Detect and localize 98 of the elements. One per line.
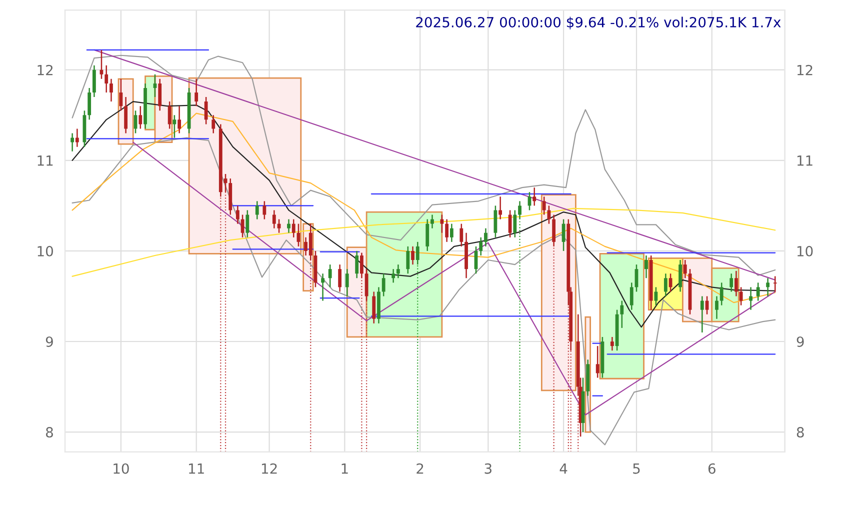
candlestick [508, 210, 512, 238]
candlestick [749, 286, 752, 310]
candlestick [426, 218, 430, 252]
candlestick [734, 270, 738, 297]
candlestick [364, 268, 368, 302]
candlestick [406, 246, 410, 274]
y-tick-label: 8 [46, 427, 53, 438]
candlestick [204, 96, 208, 125]
candlestick [392, 268, 396, 284]
y-tick-label: 10 [38, 246, 53, 256]
candlestick [104, 64, 108, 94]
candlestick [773, 276, 777, 292]
y2-tick-label: 12 [797, 64, 812, 76]
candlestick [479, 236, 483, 256]
candlestick [138, 105, 142, 130]
y2-tick-label: 11 [797, 156, 812, 166]
candlestick [158, 78, 162, 112]
candlestick [596, 345, 600, 378]
y-tick-label: 12 [38, 64, 53, 76]
candlestick [610, 336, 614, 352]
candlestick [654, 286, 658, 306]
candlestick [620, 300, 624, 329]
candlestick [720, 282, 724, 306]
candlestick [338, 264, 342, 292]
candlestick [630, 282, 634, 310]
candlestick [119, 78, 123, 112]
candlestick [262, 200, 266, 220]
candlestick [287, 218, 290, 234]
x-tick-label: 4 [560, 464, 568, 474]
candlestick [328, 264, 332, 288]
candlestick [236, 205, 240, 224]
x-tick-label: 2 [416, 463, 424, 474]
line-series [72, 137, 776, 446]
candlestick [110, 78, 113, 102]
candlestick [246, 210, 250, 238]
candlestick [518, 200, 522, 220]
candlestick [532, 186, 536, 206]
candlestick [172, 114, 176, 138]
candlestick [498, 196, 502, 220]
candlestick [450, 223, 454, 243]
y2-tick-label: 10 [797, 246, 813, 256]
line-series [72, 112, 776, 304]
candlestick [360, 252, 364, 279]
candlestick [178, 105, 182, 134]
candlestick [513, 210, 517, 238]
candlestick [70, 132, 74, 152]
candlestick [372, 291, 376, 324]
candlestick [355, 250, 359, 279]
candlestick [739, 286, 743, 306]
x-tick-label: 5 [633, 464, 640, 474]
x-tick-label: 12 [262, 463, 277, 474]
line-series [132, 142, 776, 416]
candlestick [382, 272, 386, 297]
y-tick-label: 11 [38, 156, 53, 166]
candlestick [194, 78, 198, 107]
candlestick [124, 96, 128, 134]
line-series [72, 101, 776, 328]
x-tick-label: 6 [708, 463, 716, 474]
candlestick [416, 241, 420, 266]
candlestick [756, 282, 760, 302]
candlestick [92, 64, 96, 98]
candlestick [430, 214, 434, 229]
candlestick [292, 218, 296, 238]
candlestick [484, 228, 488, 248]
candlestick [547, 205, 551, 224]
candlestick [460, 223, 464, 248]
candlestick [396, 264, 400, 279]
x-tick-label: 1 [342, 464, 348, 474]
candlestick [272, 210, 276, 229]
x-tick-label: 11 [189, 464, 204, 474]
candlestick [542, 196, 546, 216]
candlestick [683, 259, 687, 279]
candlestick [321, 272, 324, 302]
candlestick [168, 100, 172, 130]
candlestick [715, 296, 718, 320]
y2-tick-label: 8 [796, 427, 804, 438]
y2-tick-label: 9 [796, 336, 804, 347]
candlestick [440, 214, 444, 234]
line-series [72, 208, 776, 277]
candlestick [700, 296, 704, 334]
x-tick-label: 3 [484, 463, 492, 474]
candlestick [664, 272, 668, 297]
candlestick [88, 87, 92, 120]
candlestick [678, 259, 682, 292]
candlestick [730, 272, 734, 292]
candlestick [552, 214, 556, 248]
candlestick [75, 128, 79, 148]
candlestick [411, 246, 414, 266]
candlestick [345, 268, 349, 297]
candlestick [644, 254, 648, 279]
candlestick [494, 205, 498, 238]
chart-title: 2025.06.27 00:00:00 $9.64 -0.21% vol:2075.1K 1.7x [416, 16, 781, 30]
candlestick [212, 114, 216, 134]
candlestick [766, 278, 770, 297]
x-tick-label: 10 [114, 463, 129, 474]
candlestick [445, 218, 449, 243]
candlestick [255, 200, 259, 220]
y-tick-label: 9 [46, 336, 53, 347]
